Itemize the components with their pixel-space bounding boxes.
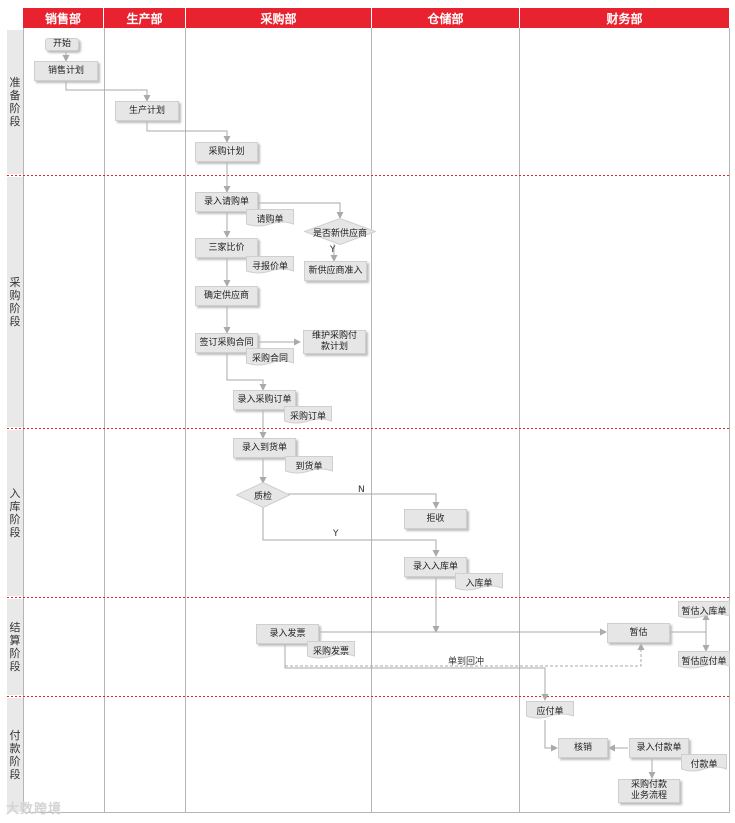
warehousing-doc: 入库单 [455, 573, 503, 593]
phase-payment: 付款阶段 [7, 698, 23, 812]
enter-invoice-box: 录入发票 [256, 624, 319, 644]
three-quotes-box: 三家比价 [195, 238, 258, 258]
write-off-box: 核销 [558, 738, 608, 758]
quality-yes-label: Y [333, 529, 339, 539]
phase-warehousing: 入库阶段 [7, 430, 23, 596]
header-sales: 销售部 [23, 8, 103, 28]
sales-plan-box: 销售计划 [34, 61, 98, 81]
estimate-box: 暂估 [607, 623, 670, 643]
header-purchasing: 采购部 [186, 8, 371, 28]
quality-no-label: N [358, 485, 365, 495]
est-payable-doc: 暂估应付单 [678, 651, 730, 671]
enter-purchase-order-box: 录入采购订单 [233, 390, 296, 410]
enter-warehousing-box: 录入入库单 [404, 557, 467, 577]
enter-arrival-box: 录入到货单 [233, 438, 296, 458]
payable-doc: 应付单 [526, 701, 574, 721]
phase-settlement: 结算阶段 [7, 599, 23, 695]
enter-requisition-box: 录入请购单 [195, 192, 258, 212]
new-supplier-yes-label: Y [330, 245, 336, 255]
production-plan-box: 生产计划 [115, 101, 179, 121]
est-warehousing-doc: 暂估入库单 [678, 601, 730, 621]
quality-check-decision: 质检 [236, 482, 290, 508]
new-supplier-access-box: 新供应商准入 [304, 261, 367, 281]
payment-doc: 付款单 [681, 754, 727, 774]
reject-box: 拒收 [404, 509, 467, 529]
purchase-plan-box: 采购计划 [195, 142, 258, 162]
sign-contract-box: 签订采购合同 [195, 333, 258, 353]
start-node: 开始 [45, 38, 79, 51]
requisition-doc: 请购单 [246, 209, 294, 229]
purchase-order-doc: 采购订单 [284, 406, 332, 426]
payment-process-box: 采购付款业务流程 [618, 779, 680, 803]
confirm-supplier-box: 确定供应商 [195, 286, 258, 306]
arrival-doc: 到货单 [285, 456, 333, 476]
header-finance: 财务部 [520, 8, 729, 28]
contract-doc: 采购合同 [246, 348, 294, 368]
phase-purchasing: 采购阶段 [7, 177, 23, 427]
invoice-doc: 采购发票 [307, 641, 355, 661]
new-supplier-decision: 是否新供应商 [304, 218, 376, 245]
phase-preparation: 准备阶段 [7, 30, 23, 174]
header-warehouse: 仓储部 [372, 8, 519, 28]
watermark: 大数跨境 [6, 802, 63, 817]
header-production: 生产部 [104, 8, 185, 28]
quotation-doc: 寻报价单 [246, 256, 294, 276]
maintain-payment-plan-box: 维护采购付款计划 [303, 330, 366, 354]
enter-payment-box: 录入付款单 [629, 738, 689, 758]
reversal-label: 单到回冲 [448, 657, 485, 667]
